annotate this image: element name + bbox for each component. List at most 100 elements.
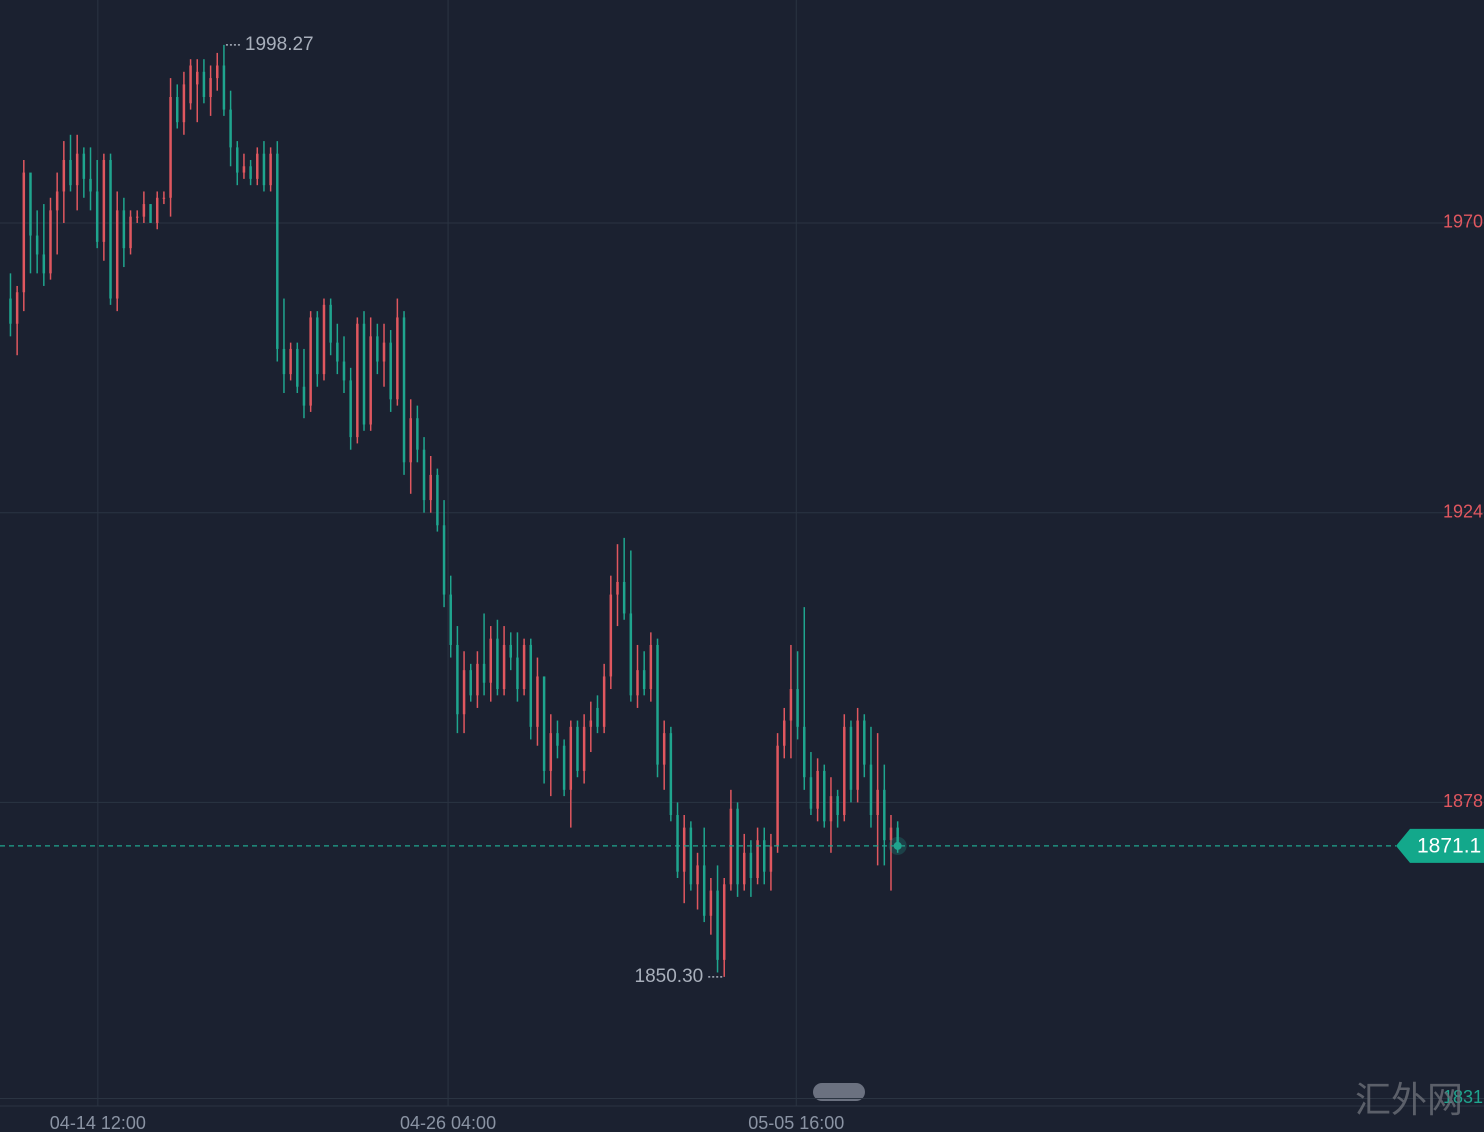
candle-body [689, 827, 693, 885]
candle-body [155, 197, 159, 223]
candle-body [509, 644, 513, 658]
candle-body [709, 890, 713, 916]
candle-body [429, 474, 432, 501]
candle-body [169, 96, 172, 198]
candle-body [823, 770, 826, 822]
candle-body [776, 745, 779, 847]
candle-body [796, 689, 799, 727]
candle-body [382, 342, 386, 362]
candle-body [276, 153, 279, 349]
candle-body [29, 172, 32, 236]
candle-body [502, 644, 506, 690]
last-price-dot [893, 841, 902, 850]
candle-body [589, 720, 593, 727]
candle-body [42, 254, 46, 274]
candle-body [682, 827, 686, 872]
candle-body [389, 342, 392, 400]
candle-body [556, 733, 559, 746]
candle-body [456, 644, 459, 715]
candle-body [783, 720, 786, 746]
candle-body [809, 777, 813, 809]
candle-body [49, 210, 52, 274]
candle-body [202, 71, 206, 97]
candle-body [436, 474, 439, 526]
candle-body [876, 789, 879, 816]
candle-body [122, 210, 126, 249]
candle-body [462, 670, 466, 715]
candle-body [422, 449, 426, 501]
candle-body [322, 304, 326, 375]
candle-body [15, 292, 19, 324]
x-tick-label: 04-14 12:00 [50, 1113, 146, 1132]
candle-body [229, 109, 232, 148]
candle-body [62, 159, 66, 192]
candle-body [182, 84, 186, 123]
candle-body [722, 884, 726, 960]
candle-body [256, 153, 259, 179]
candle-body [863, 720, 866, 765]
candle-body [95, 191, 99, 242]
candle-body [329, 304, 332, 343]
y-tick-label: 1924 [1443, 501, 1483, 521]
candle-body [576, 726, 579, 771]
candle-body [562, 745, 566, 790]
candle-body [289, 348, 292, 375]
candle-body [449, 594, 452, 645]
candle-body [696, 865, 699, 885]
candle-body [883, 789, 886, 841]
candle-body [836, 796, 839, 816]
candle-body [742, 852, 746, 885]
candle-body [142, 204, 146, 217]
candle-body [702, 865, 706, 916]
candle-body [669, 733, 673, 816]
extreme-label: 1850.30 [635, 966, 704, 987]
candle-body [22, 172, 26, 293]
x-tick-label: 04-26 04:00 [400, 1113, 496, 1132]
candle-body [309, 317, 312, 406]
candle-body [482, 663, 486, 683]
candle-body [522, 644, 526, 690]
candle-body [236, 147, 239, 173]
candle-body [516, 657, 519, 690]
candle-body [489, 638, 493, 683]
candle-body [269, 153, 272, 186]
candle-body [856, 720, 859, 790]
candle-body [789, 689, 793, 721]
candle-body [9, 298, 12, 324]
candle-body [542, 676, 546, 771]
candle-body [622, 581, 626, 614]
last-price-tag [1396, 828, 1484, 863]
candle-body [662, 733, 666, 765]
candle-body [816, 770, 819, 809]
candle-body [162, 197, 166, 199]
candle-body [262, 153, 266, 186]
candle-body [769, 846, 773, 872]
candle-body [195, 71, 199, 85]
candle-body [642, 670, 646, 690]
candle-body [209, 78, 212, 97]
candle-body [189, 65, 192, 104]
candle-body [282, 348, 286, 375]
candle-body [803, 726, 806, 778]
candle-body [609, 594, 613, 677]
candle-body [616, 581, 619, 595]
candle-body [149, 204, 152, 223]
candle-body [756, 840, 759, 878]
candle-body [536, 676, 539, 727]
candle-body [356, 323, 359, 438]
candle-body [216, 65, 219, 79]
y-tick-label: 1878 [1443, 791, 1483, 811]
candle-body [302, 386, 306, 406]
candle-body [416, 418, 419, 450]
candle-body [656, 644, 659, 765]
extreme-label: 1998.27 [245, 34, 314, 55]
candle-body [102, 159, 106, 242]
candle-body [629, 613, 633, 696]
candle-body [849, 726, 853, 790]
candle-body [716, 890, 719, 960]
candle-body [569, 726, 573, 790]
candle-body [342, 361, 346, 381]
last-price-label: 1871.1 [1417, 834, 1481, 857]
candle-body [369, 336, 372, 425]
